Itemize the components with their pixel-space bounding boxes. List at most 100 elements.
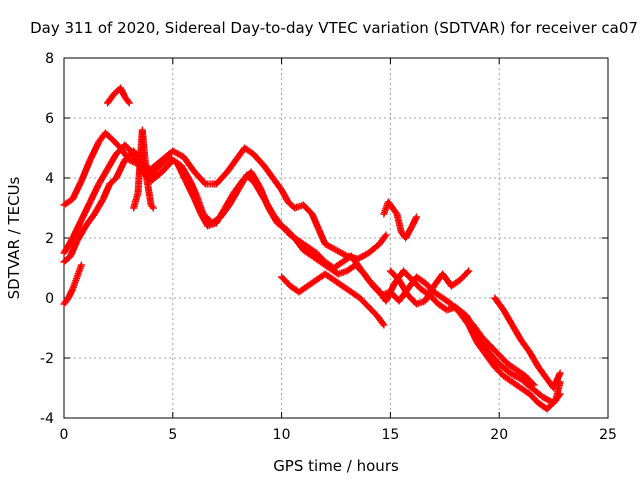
marker-trail: [402, 224, 415, 240]
x-tick-label: 5: [168, 427, 177, 443]
data-point: [149, 204, 157, 212]
x-tick-label: 10: [273, 427, 291, 443]
marker-trail: [353, 262, 367, 277]
marker-trail: [318, 259, 332, 271]
marker-trail: [242, 145, 256, 157]
series-track-4: [60, 261, 85, 308]
marker-trail: [105, 92, 117, 105]
marker-trail: [401, 268, 415, 283]
series-track-11: [460, 312, 538, 389]
data-point: [530, 381, 538, 389]
data-point: [77, 261, 85, 269]
marker-trail: [275, 220, 289, 232]
marker-trail: [357, 295, 371, 310]
marker-trail: [483, 352, 498, 370]
marker-trail: [192, 169, 208, 187]
marker-trail: [261, 163, 276, 181]
marker-trail: [462, 313, 476, 328]
marker-trail: [479, 334, 493, 349]
y-tick-label: -2: [40, 351, 54, 367]
marker-trail: [465, 323, 481, 345]
marker-trail: [310, 253, 323, 265]
marker-trail: [331, 259, 345, 271]
marker-trail: [334, 247, 349, 259]
marker-trail: [508, 370, 523, 382]
marker-trail: [390, 206, 400, 216]
marker-trail: [500, 308, 515, 327]
marker-trail: [183, 179, 198, 201]
y-tick-label: 6: [45, 111, 54, 127]
marker-trail: [518, 376, 534, 391]
y-tick-label: 0: [45, 291, 54, 307]
marker-trail: [527, 350, 541, 369]
marker-trail: [488, 343, 502, 358]
marker-trail: [117, 86, 128, 99]
marker-trail: [61, 236, 76, 255]
marker-trail: [305, 244, 319, 256]
marker-trail: [470, 322, 485, 340]
marker-trail: [323, 241, 338, 253]
data-point: [125, 99, 133, 107]
marker-trail: [497, 361, 513, 376]
marker-trail: [374, 314, 387, 327]
marker-trail: [74, 224, 89, 243]
marker-trail: [222, 191, 237, 210]
marker-trail: [148, 169, 165, 184]
marker-trail: [103, 130, 115, 142]
marker-trail: [283, 226, 297, 241]
marker-trail: [265, 206, 280, 225]
marker-trail: [61, 296, 71, 306]
marker-trail: [279, 274, 293, 289]
marker-trail: [393, 212, 405, 234]
marker-trail: [398, 230, 409, 240]
series-track-1: [60, 129, 390, 263]
marker-trail: [496, 352, 511, 367]
marker-trail: [296, 283, 310, 295]
marker-trail: [440, 295, 454, 307]
marker-trail: [523, 373, 537, 388]
marker-trail: [361, 271, 376, 289]
marker-trail: [91, 197, 106, 216]
marker-trail: [148, 203, 156, 210]
marker-trail: [301, 202, 315, 217]
data-point: [413, 213, 421, 221]
x-tick-label: 15: [381, 427, 399, 443]
marker-trail: [552, 380, 564, 402]
x-tick-label: 20: [490, 427, 508, 443]
marker-trail: [449, 301, 463, 316]
marker-trail: [83, 211, 97, 229]
marker-trail: [366, 304, 380, 319]
marker-trail: [535, 364, 550, 382]
marker-trail: [170, 148, 186, 160]
series-track-9: [386, 267, 473, 308]
y-axis-label: SDTVAR / TECUs: [5, 176, 23, 299]
y-tick-label: 2: [45, 231, 54, 247]
data-marks: [60, 84, 564, 413]
marker-trail: [248, 170, 263, 189]
marker-trail: [104, 152, 119, 171]
marker-trail: [409, 215, 420, 228]
marker-trail: [61, 253, 73, 265]
marker-trail: [518, 337, 533, 355]
marker-trail: [505, 361, 519, 373]
marker-trail: [130, 191, 141, 210]
y-tick-label: 8: [45, 51, 54, 67]
chart-title: Day 311 of 2020, Sidereal Day-to-day VTE…: [30, 19, 638, 37]
marker-trail: [492, 364, 506, 379]
marker-trail: [250, 151, 267, 169]
data-point: [465, 267, 473, 275]
y-tick-label: 4: [45, 171, 54, 187]
marker-trail: [449, 277, 463, 289]
marker-trail: [518, 385, 532, 397]
marker-trail: [509, 323, 524, 342]
series-track-7: [278, 270, 388, 329]
y-tick-label: -4: [40, 411, 54, 427]
gridlines: [64, 58, 608, 418]
marker-trail: [377, 233, 389, 246]
marker-trail: [87, 140, 102, 162]
marker-trail: [388, 268, 402, 283]
marker-trail: [292, 235, 306, 253]
marker-trail: [385, 200, 395, 210]
marker-trail: [474, 340, 489, 358]
